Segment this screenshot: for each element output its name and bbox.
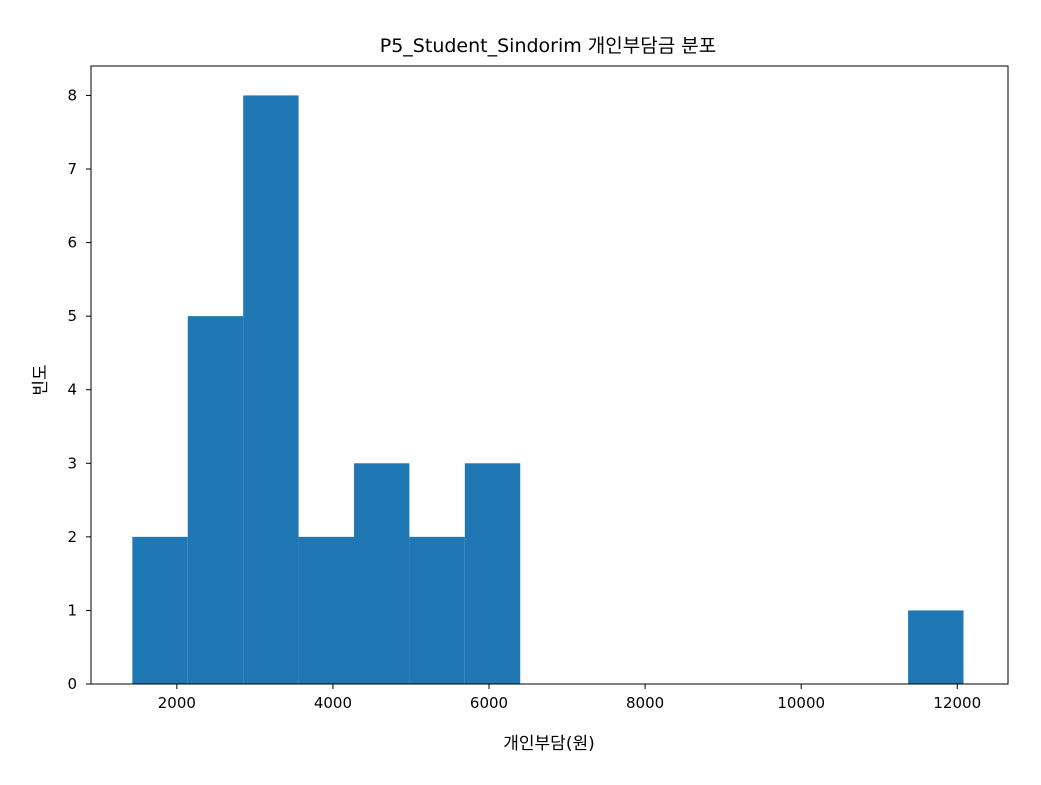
x-axis-label: 개인부담(원) <box>503 734 594 754</box>
histogram-bar-1 <box>187 316 244 684</box>
y-tick-label-4: 4 <box>67 381 77 399</box>
y-tick-label-5: 5 <box>67 307 77 325</box>
x-tick-label-1: 4000 <box>314 694 352 712</box>
histogram-bar-0 <box>132 536 188 684</box>
y-tick-label-3: 3 <box>67 454 77 472</box>
x-tick-label-3: 8000 <box>626 694 664 712</box>
histogram-bar-5 <box>409 536 465 684</box>
y-axis-label: 빈도 <box>31 364 51 395</box>
y-tick-label-7: 7 <box>67 160 77 178</box>
y-axis: 0 1 2 3 4 5 6 7 8 <box>67 86 91 693</box>
y-tick-label-0: 0 <box>67 675 77 693</box>
histogram-bar-2 <box>243 95 299 684</box>
histogram-bar-14 <box>908 610 964 684</box>
bars-group <box>132 95 964 684</box>
histogram-bar-6 <box>464 463 521 684</box>
histogram-bar-4 <box>354 463 410 684</box>
x-tick-label-0: 2000 <box>158 694 196 712</box>
x-tick-label-4: 10000 <box>777 694 825 712</box>
plot-frame <box>90 65 1009 685</box>
chart-title: P5_Student_Sindorim 개인부담금 분포 <box>380 35 716 57</box>
x-tick-label-2: 6000 <box>470 694 508 712</box>
y-tick-label-8: 8 <box>67 86 77 104</box>
x-axis: 2000 4000 6000 8000 10000 12000 <box>158 684 981 712</box>
y-tick-label-1: 1 <box>67 601 77 619</box>
x-tick-label-5: 12000 <box>933 694 981 712</box>
y-tick-label-6: 6 <box>67 234 77 252</box>
y-tick-label-2: 2 <box>67 528 77 546</box>
histogram-bar-3 <box>298 536 355 684</box>
